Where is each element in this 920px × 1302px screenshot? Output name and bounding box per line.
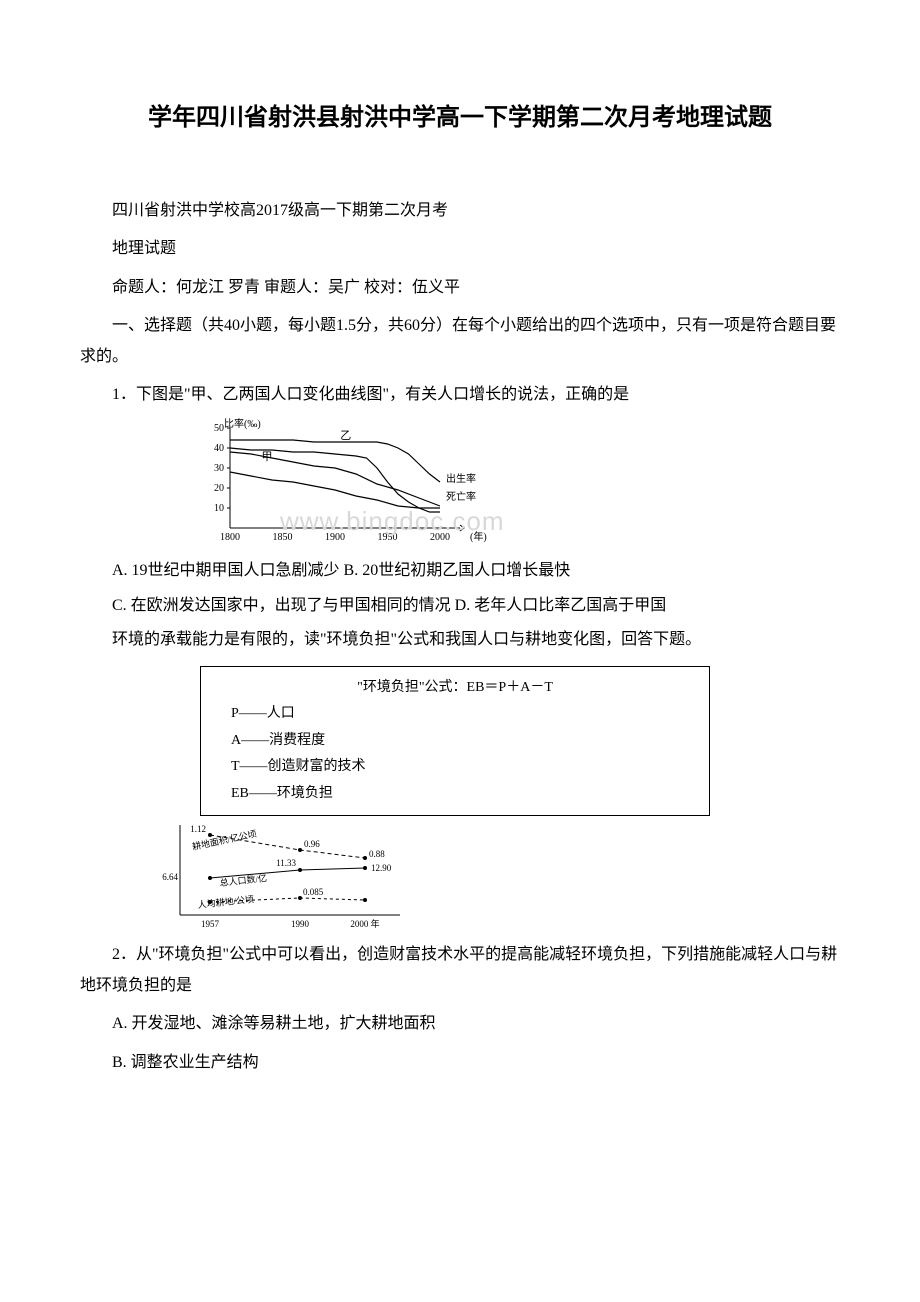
svg-text:比率(‰): 比率(‰) xyxy=(224,418,261,430)
svg-text:0.88: 0.88 xyxy=(369,849,385,859)
subject-line: 地理试题 xyxy=(80,234,840,264)
intro-2: 环境的承载能力是有限的，读"环境负担"公式和我国人口与耕地变化图，回答下题。 xyxy=(80,625,840,655)
svg-text:12.90: 12.90 xyxy=(371,863,392,873)
formula-box: "环境负担"公式：EB＝P＋A－T P——人口 A——消费程度 T——创造财富的… xyxy=(200,666,710,817)
svg-text:1957: 1957 xyxy=(201,919,220,929)
formula-line1: "环境负担"公式：EB＝P＋A－T xyxy=(231,675,679,702)
svg-text:6.64: 6.64 xyxy=(162,872,178,882)
svg-text:40: 40 xyxy=(214,443,224,454)
svg-text:30: 30 xyxy=(214,463,224,474)
svg-text:1800: 1800 xyxy=(220,532,240,543)
svg-text:1.12: 1.12 xyxy=(190,824,206,834)
svg-text:11.33: 11.33 xyxy=(276,858,296,868)
q2-option-a: A. 开发湿地、滩涂等易耕土地，扩大耕地面积 xyxy=(80,1009,840,1039)
section-instruction: 一、选择题（共40小题，每小题1.5分，共60分）在每个小题给出的四个选项中，只… xyxy=(80,311,840,372)
svg-text:2000 年: 2000 年 xyxy=(350,918,379,929)
authors-line: 命题人：何龙江 罗青 审题人：吴广 校对：伍义平 xyxy=(80,273,840,303)
svg-text:出生率: 出生率 xyxy=(446,472,476,485)
formula-line2: P——人口 xyxy=(231,701,679,728)
chart-land-population: 195719902000 年1.120.960.88耕地面积/亿公顷6.6411… xyxy=(160,820,840,930)
svg-text:甲: 甲 xyxy=(262,451,273,463)
chart-population-curves: 1020304050比率(‰)18001850190019502000(年)甲乙… xyxy=(200,418,840,548)
svg-text:20: 20 xyxy=(214,483,224,494)
formula-line4: T——创造财富的技术 xyxy=(231,754,679,781)
question-1: 1．下图是"甲、乙两国人口变化曲线图"，有关人口增长的说法，正确的是 xyxy=(80,380,840,410)
q1-options-cd: C. 在欧洲发达国家中，出现了与甲国相同的情况 D. 老年人口比率乙国高于甲国 xyxy=(80,591,840,621)
svg-text:乙: 乙 xyxy=(340,429,351,442)
svg-text:10: 10 xyxy=(214,503,224,514)
svg-text:50: 50 xyxy=(214,423,224,434)
question-2: 2．从"环境负担"公式中可以看出，创造财富技术水平的提高能减轻环境负担，下列措施… xyxy=(80,940,840,1001)
svg-text:人均耕地/公顷: 人均耕地/公顷 xyxy=(197,894,254,911)
watermark-text: www.bingdoc.com xyxy=(280,506,505,537)
formula-line5: EB——环境负担 xyxy=(231,781,679,808)
svg-text:死亡率: 死亡率 xyxy=(446,490,476,503)
svg-text:1990: 1990 xyxy=(291,919,310,929)
q2-option-b: B. 调整农业生产结构 xyxy=(80,1048,840,1078)
school-line: 四川省射洪中学校高2017级高一下期第二次月考 xyxy=(80,196,840,226)
page-title: 学年四川省射洪县射洪中学高一下学期第二次月考地理试题 xyxy=(80,100,840,136)
svg-text:0.085: 0.085 xyxy=(303,887,324,897)
svg-text:0.96: 0.96 xyxy=(304,839,320,849)
svg-text:总人口数/亿: 总人口数/亿 xyxy=(219,873,267,889)
q1-options-ab: A. 19世纪中期甲国人口急剧减少 B. 20世纪初期乙国人口增长最快 xyxy=(80,556,840,586)
formula-line3: A——消费程度 xyxy=(231,728,679,755)
